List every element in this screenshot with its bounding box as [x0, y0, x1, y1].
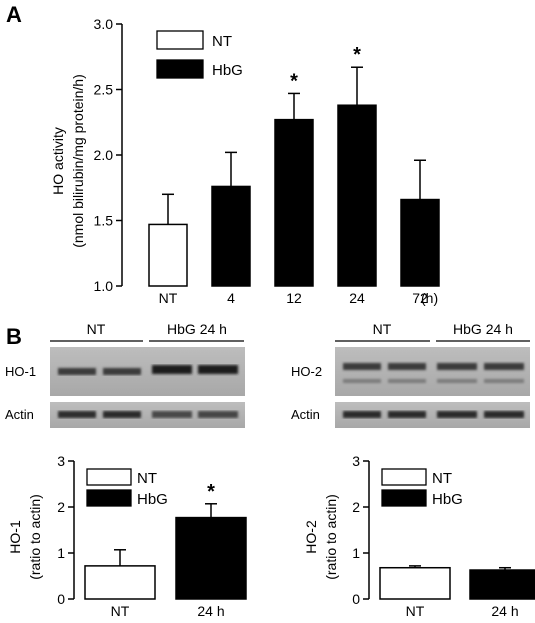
blot-right-row2-label: Actin — [291, 407, 320, 422]
chart-a-x-tick-label: 24 — [349, 290, 365, 306]
legend-swatch-hbg — [381, 489, 427, 507]
chart-a-bar — [400, 198, 440, 287]
blot-left-row1-label: HO-1 — [5, 364, 36, 379]
chart-a-x-tick-label: 12 — [286, 290, 302, 306]
chart-b-right-y-tick-label: 1 — [352, 545, 360, 561]
chart-b-left: NT HbG HO-1 (ratio to actin) 0 1 2 3 NT * 24 h — [7, 453, 247, 619]
chart-b-left-x-tick-label: 24 h — [197, 603, 224, 619]
blot-right-band-1 — [343, 363, 381, 370]
chart-a: NT HbG HO activity (nmol bilirubin/mg pr… — [50, 16, 440, 306]
blot-right-nt-label: NT — [373, 321, 392, 337]
chart-b-right: NT HbG HO-2 (ratio to actin) 0 1 2 3 NT 24 h — [303, 453, 535, 619]
chart-a-bar — [211, 185, 251, 287]
blot-right-lower-band-2 — [388, 379, 426, 383]
chart-b-right-x-tick-label: NT — [406, 603, 425, 619]
legend-label-nt: NT — [212, 33, 232, 50]
blot-right-band-3 — [437, 363, 477, 370]
blot-right-lower-band-4 — [484, 379, 524, 383]
blot-right-lower-band-1 — [343, 379, 381, 383]
western-blot-ho2: NT HbG 24 h HO-2 Actin — [291, 321, 530, 428]
panel-letter-b: B — [6, 324, 22, 349]
chart-b-left-y-tick-label: 2 — [57, 499, 65, 515]
legend-swatch-hbg — [156, 59, 204, 79]
chart-b-right-y-tick-label: 3 — [352, 453, 360, 469]
chart-b-right-legend: NT HbG — [381, 468, 463, 508]
chart-a-y-tick-label: 2.5 — [94, 82, 114, 98]
chart-a-x-unit: (h) — [421, 290, 438, 306]
legend-label-nt: NT — [432, 470, 452, 487]
panel-letter-a: A — [6, 2, 22, 27]
blot-left-actin-band-4 — [198, 411, 238, 418]
chart-a-y-tick-label: 2.0 — [94, 147, 114, 163]
chart-a-y-tick-label: 1.5 — [94, 213, 114, 229]
blot-right-row1-label: HO-2 — [291, 364, 322, 379]
chart-b-left-y-tick-label: 0 — [57, 591, 65, 607]
blot-right-band-4 — [484, 363, 524, 370]
chart-b-left-y-tick-label: 3 — [57, 453, 65, 469]
legend-label-hbg: HbG — [137, 491, 168, 508]
chart-a-bar — [274, 118, 314, 287]
chart-b-left-significance-star: * — [207, 481, 215, 503]
chart-b-left-x-tick-label: NT — [111, 603, 130, 619]
chart-b-right-y-tick-label: 0 — [352, 591, 360, 607]
chart-b-left-bar — [84, 565, 156, 600]
chart-b-right-ylabel-line2: (ratio to actin) — [323, 494, 339, 580]
chart-b-left-legend: NT HbG — [86, 468, 168, 508]
chart-b-left-ylabel-line1: HO-1 — [7, 520, 23, 554]
chart-b-right-x-tick-label: 24 h — [491, 603, 518, 619]
chart-a-x-tick-label: NT — [159, 290, 178, 306]
legend-swatch-nt — [156, 30, 204, 50]
legend-label-hbg: HbG — [432, 491, 463, 508]
chart-a-x-tick-label: 4 — [227, 290, 235, 306]
chart-a-y-tick-label: 1.0 — [94, 278, 114, 294]
legend-swatch-hbg — [86, 489, 132, 507]
chart-a-y-tick-label: 3.0 — [94, 16, 114, 32]
legend-swatch-nt — [86, 468, 132, 486]
blot-left-band-2 — [103, 368, 141, 375]
legend-label-nt: NT — [137, 470, 157, 487]
legend-label-hbg: HbG — [212, 62, 243, 79]
chart-a-significance-star: * — [353, 44, 361, 66]
blot-left-actin-band-1 — [58, 411, 96, 418]
chart-b-right-y-tick-label: 2 — [352, 499, 360, 515]
chart-b-left-bar — [175, 516, 247, 600]
blot-left-nt-label: NT — [87, 321, 106, 337]
chart-b-left-y-tick-label: 1 — [57, 545, 65, 561]
western-blot-ho1: NT HbG 24 h HO-1 Actin — [5, 321, 245, 428]
blot-left-band-3 — [152, 365, 192, 374]
chart-a-bar — [337, 104, 377, 287]
blot-left-band-4 — [198, 365, 238, 374]
blot-left-hbg-label: HbG 24 h — [167, 321, 227, 337]
blot-right-row1-image — [335, 347, 530, 396]
chart-a-x-tick-label: 72 — [412, 290, 428, 306]
blot-right-actin-band-2 — [388, 411, 426, 418]
chart-b-right-ylabel-line1: HO-2 — [303, 520, 319, 554]
chart-a-bar — [148, 223, 188, 287]
blot-left-actin-band-3 — [152, 411, 192, 418]
chart-b-right-bar — [379, 566, 451, 600]
chart-a-ylabel-line1: HO activity — [50, 127, 66, 195]
chart-a-significance-star: * — [290, 70, 298, 92]
chart-b-left-ylabel-line2: (ratio to actin) — [27, 494, 43, 580]
legend-swatch-nt — [381, 468, 427, 486]
chart-a-legend: NT HbG — [156, 30, 243, 79]
blot-left-band-1 — [58, 368, 96, 375]
blot-right-actin-band-4 — [484, 411, 524, 418]
blot-right-hbg-label: HbG 24 h — [453, 321, 513, 337]
blot-right-lower-band-3 — [437, 379, 477, 383]
chart-b-right-bar — [469, 569, 535, 600]
blot-left-row2-label: Actin — [5, 407, 34, 422]
blot-right-actin-band-1 — [343, 411, 381, 418]
blot-left-actin-band-2 — [103, 411, 141, 418]
chart-a-ylabel-line2: (nmol bilirubin/mg protein/h) — [70, 74, 86, 248]
blot-right-band-2 — [388, 363, 426, 370]
blot-right-actin-band-3 — [437, 411, 477, 418]
